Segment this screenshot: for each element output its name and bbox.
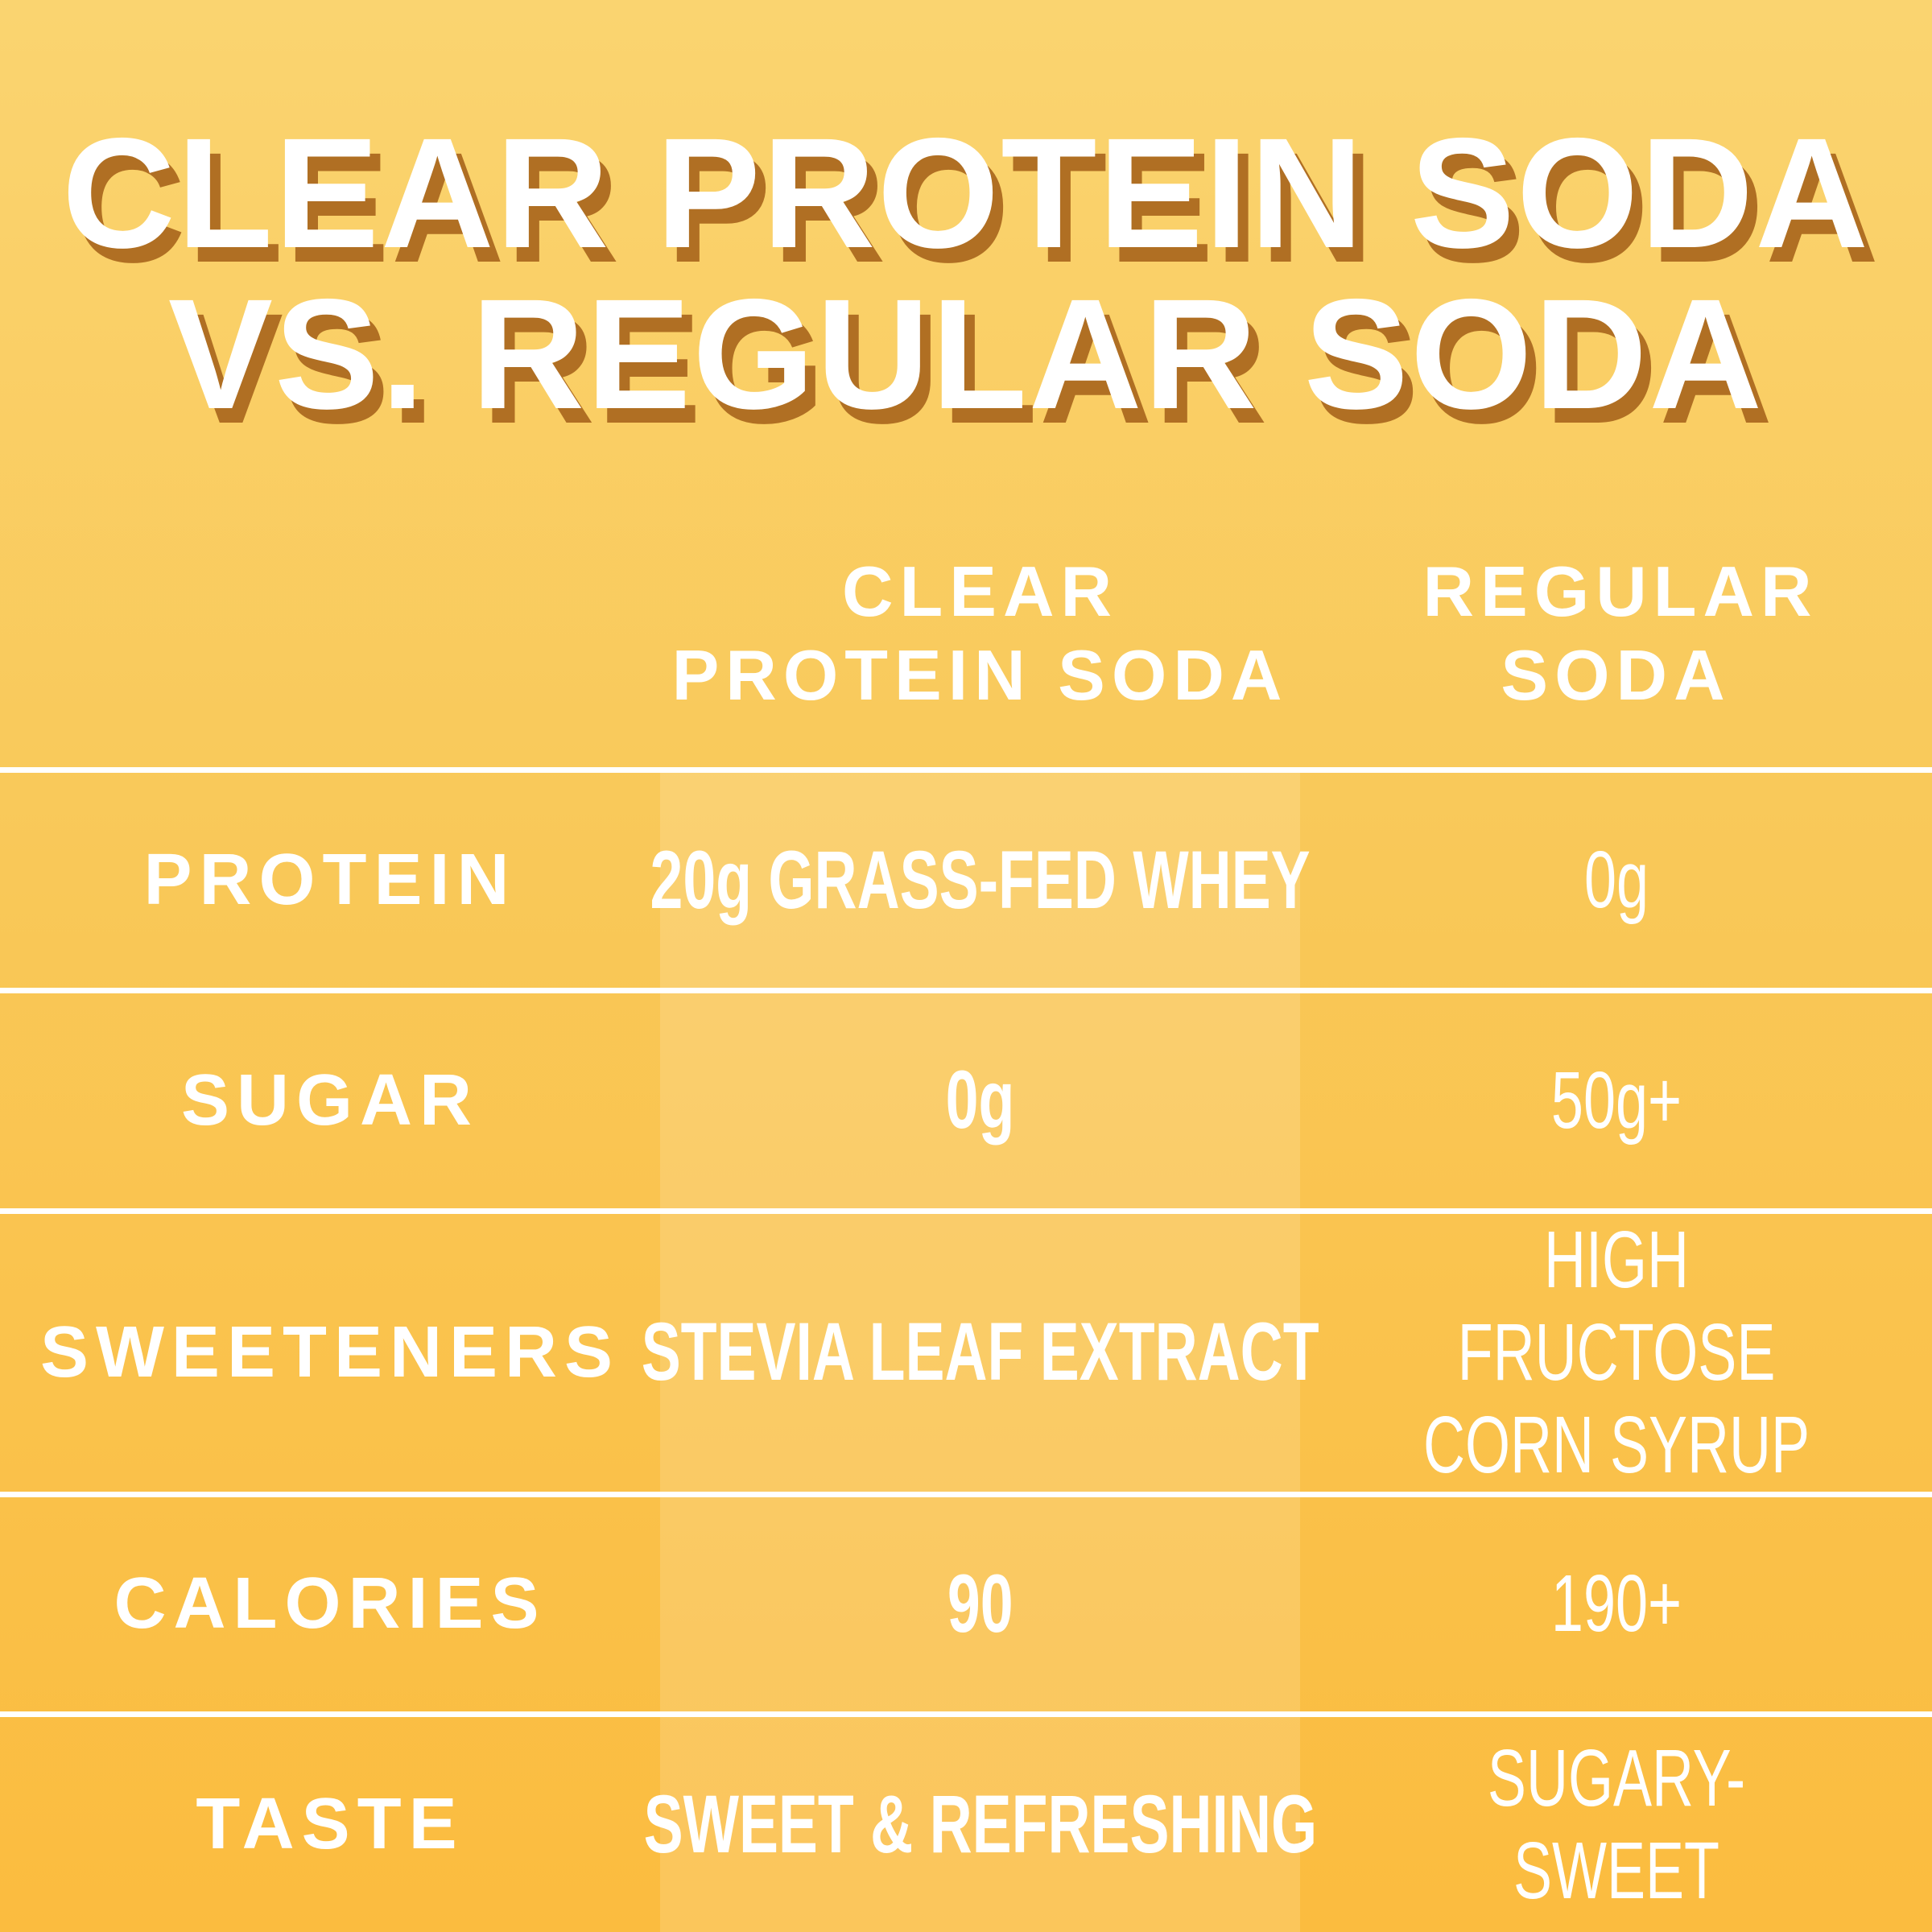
clear-soda-cell: 90 [660, 1497, 1300, 1712]
regular-soda-value: HIGH FRUCTOSE CORN SYRUP [1422, 1214, 1810, 1490]
table-row-sugar: SUGAR 0g 50g+ [0, 987, 1932, 1208]
column-header-clear-protein-soda: CLEAR PROTEIN SODA [671, 551, 1289, 715]
title-line-1: CLEAR PROTEIN SODA [61, 105, 1871, 281]
clear-soda-cell: 20g GRASS-FED WHEY [650, 773, 1310, 988]
clear-soda-value: SWEET & REFRESHING [643, 1777, 1317, 1870]
row-label: SWEETENERS [39, 1311, 621, 1393]
table-row-calories: CALORIES 90 190+ [0, 1491, 1932, 1712]
table-body: PROTEIN 20g GRASS-FED WHEY 0g SUGAR 0g 5… [0, 767, 1932, 1932]
table-header-row: CLEAR PROTEIN SODA REGULAR SODA [0, 499, 1932, 767]
table-row-sweeteners: SWEETENERS STEVIA LEAF EXTRACT HIGH FRUC… [0, 1208, 1932, 1492]
page-title: CLEAR PROTEIN SODA VS. REGULAR SODA [0, 113, 1932, 435]
title-line-2: VS. REGULAR SODA [167, 266, 1765, 442]
clear-soda-value: 0g [945, 1054, 1015, 1146]
clear-soda-value: 20g GRASS-FED WHEY [650, 833, 1311, 926]
row-label-cell: SUGAR [0, 993, 660, 1208]
clear-soda-cell: 0g [660, 993, 1300, 1208]
row-label-cell: PROTEIN [0, 773, 660, 988]
clear-soda-cell: SWEET & REFRESHING [643, 1717, 1316, 1932]
row-label: CALORIES [114, 1563, 547, 1645]
table-row-taste: TASTE SWEET & REFRESHING SUGARY-SWEET [0, 1711, 1932, 1932]
row-label: PROTEIN [143, 839, 517, 920]
clear-soda-cell: STEVIA LEAF EXTRACT [642, 1214, 1319, 1492]
regular-soda-cell: 0g [1300, 773, 1932, 988]
table-row-protein: PROTEIN 20g GRASS-FED WHEY 0g [0, 767, 1932, 988]
header-cell-clear: CLEAR PROTEIN SODA [660, 499, 1300, 767]
regular-soda-cell: 50g+ [1300, 993, 1932, 1208]
row-label-cell: TASTE [0, 1717, 660, 1932]
clear-soda-value: 90 [947, 1558, 1013, 1650]
regular-soda-cell: SUGARY-SWEET [1300, 1717, 1932, 1932]
clear-soda-value: STEVIA LEAF EXTRACT [641, 1306, 1319, 1398]
regular-soda-value: 50g+ [1550, 1055, 1682, 1146]
row-label: TASTE [196, 1784, 464, 1865]
regular-soda-cell: HIGH FRUCTOSE CORN SYRUP [1300, 1214, 1932, 1492]
row-label: SUGAR [180, 1059, 480, 1141]
row-label-cell: SWEETENERS [0, 1214, 660, 1492]
row-label-cell: CALORIES [0, 1497, 660, 1712]
highlight-column [660, 767, 1300, 1932]
regular-soda-value: SUGARY-SWEET [1487, 1732, 1745, 1916]
column-header-regular-soda: REGULAR SODA [1422, 551, 1818, 715]
header-cell-regular: REGULAR SODA [1300, 499, 1932, 767]
regular-soda-value: 0g [1583, 834, 1649, 925]
regular-soda-cell: 190+ [1300, 1497, 1932, 1712]
header-spacer [0, 499, 660, 767]
regular-soda-value: 190+ [1550, 1558, 1682, 1649]
